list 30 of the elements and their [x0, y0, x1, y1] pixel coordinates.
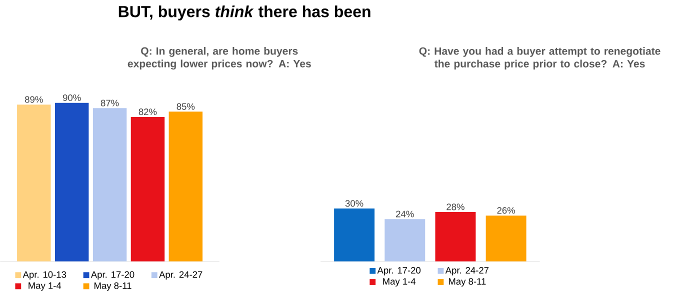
- legend-label: May 8-11: [94, 282, 132, 291]
- data-label: 28%: [446, 204, 464, 210]
- legend-label: Apr. 24-27: [159, 271, 202, 280]
- bar: [54, 102, 89, 262]
- data-label: 82%: [138, 108, 157, 116]
- data-label: 87%: [100, 100, 119, 106]
- data-label: 89%: [25, 96, 43, 103]
- legend-label: Apr. 10-13: [22, 271, 66, 280]
- data-label: 85%: [176, 103, 195, 110]
- bar: [435, 212, 476, 262]
- chart-title: BUT, buyers think there has been: [118, 6, 370, 20]
- legend-label: Apr. 17-20: [90, 271, 134, 280]
- bar: [17, 104, 51, 262]
- data-label: 90%: [63, 94, 81, 102]
- data-label: 24%: [396, 210, 414, 218]
- bar: [486, 216, 526, 262]
- bar: [384, 219, 426, 262]
- legend-label: May 1-4: [28, 282, 62, 291]
- legend-label: Apr. 24-27: [445, 267, 489, 276]
- bar: [130, 116, 165, 262]
- legend-label: May 1-4: [383, 278, 416, 286]
- chart-subtitle: Q: Have you had a buyer attempt to renegotiate the purchase price prior to close? A: Yes: [419, 47, 660, 70]
- bar: [168, 112, 203, 262]
- legend-label: Apr. 17-20: [377, 267, 421, 276]
- data-label: 26%: [497, 207, 516, 214]
- legend-label: May 8-11: [448, 278, 486, 287]
- chart-subtitle: Q: In general, are home buyers expecting lower prices now? A: Yes: [128, 47, 311, 70]
- bar: [334, 208, 375, 262]
- bar: [92, 108, 127, 262]
- data-label: 30%: [345, 200, 364, 207]
